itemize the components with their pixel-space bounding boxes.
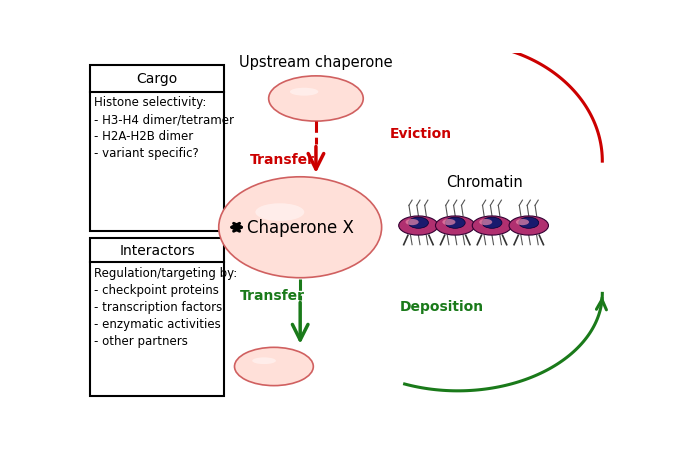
Ellipse shape [479, 220, 492, 226]
FancyBboxPatch shape [90, 66, 224, 231]
Ellipse shape [519, 218, 539, 229]
Ellipse shape [235, 348, 313, 386]
Text: Transfer: Transfer [240, 289, 304, 303]
Text: Transfer: Transfer [250, 153, 315, 167]
Ellipse shape [268, 77, 363, 122]
Ellipse shape [239, 350, 308, 383]
Ellipse shape [239, 190, 361, 266]
Ellipse shape [260, 202, 341, 253]
Ellipse shape [304, 94, 327, 105]
Ellipse shape [254, 357, 294, 376]
FancyBboxPatch shape [90, 238, 224, 396]
Text: Regulation/targeting by:
- checkpoint proteins
- transcription factors
- enzymat: Regulation/targeting by: - checkpoint pr… [94, 266, 237, 347]
Ellipse shape [290, 221, 311, 234]
Ellipse shape [280, 215, 321, 240]
Ellipse shape [270, 209, 331, 247]
Text: Upstream chaperone: Upstream chaperone [239, 55, 393, 70]
Ellipse shape [219, 177, 382, 278]
Ellipse shape [473, 216, 512, 235]
Ellipse shape [516, 220, 529, 226]
Ellipse shape [269, 364, 279, 369]
Ellipse shape [281, 83, 351, 116]
Ellipse shape [250, 196, 351, 259]
Ellipse shape [286, 85, 346, 113]
Ellipse shape [256, 204, 304, 221]
Text: Interactors: Interactors [119, 244, 195, 258]
Text: Chromatin: Chromatin [445, 175, 523, 189]
Ellipse shape [298, 91, 334, 108]
Ellipse shape [275, 79, 357, 119]
Ellipse shape [435, 216, 475, 235]
Ellipse shape [250, 355, 298, 378]
Ellipse shape [310, 97, 322, 102]
Ellipse shape [405, 220, 419, 226]
Text: Eviction: Eviction [390, 127, 452, 141]
Ellipse shape [399, 216, 438, 235]
Ellipse shape [292, 88, 340, 110]
Ellipse shape [408, 218, 428, 229]
Ellipse shape [482, 218, 502, 229]
Ellipse shape [252, 358, 276, 364]
Ellipse shape [290, 88, 318, 97]
Ellipse shape [229, 184, 372, 272]
Ellipse shape [442, 220, 456, 226]
Ellipse shape [264, 362, 284, 372]
Ellipse shape [509, 216, 549, 235]
Text: Histone selectivity:
- H3-H4 dimer/tetramer
- H2A-H2B dimer
- variant specific?: Histone selectivity: - H3-H4 dimer/tetra… [94, 96, 234, 160]
Ellipse shape [244, 352, 304, 381]
Text: Deposition: Deposition [400, 299, 484, 313]
Ellipse shape [445, 218, 465, 229]
Text: Chaperone X: Chaperone X [247, 219, 354, 237]
Text: Cargo: Cargo [136, 72, 178, 86]
Ellipse shape [259, 359, 289, 374]
